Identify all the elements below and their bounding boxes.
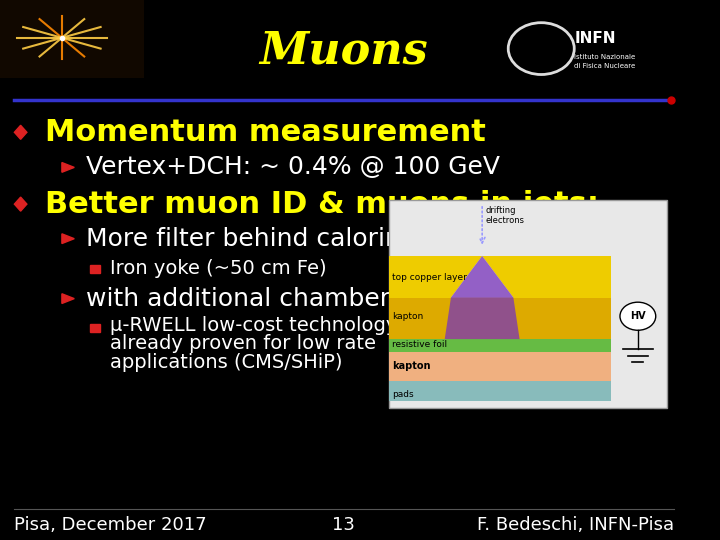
Polygon shape: [445, 256, 520, 339]
Text: already proven for low rate: already proven for low rate: [110, 334, 376, 354]
Text: Iron yoke (~50 cm Fe): Iron yoke (~50 cm Fe): [110, 259, 327, 279]
Text: pads: pads: [392, 390, 413, 399]
Bar: [389, 339, 611, 352]
Text: Better muon ID & muons in jets:: Better muon ID & muons in jets:: [45, 190, 599, 219]
Text: Muons: Muons: [259, 30, 428, 73]
Bar: [90, 324, 100, 332]
Text: top copper layer: top copper layer: [392, 273, 467, 282]
Text: F. Bedeschi, INFN-Pisa: F. Bedeschi, INFN-Pisa: [477, 516, 674, 534]
Text: Vertex+DCH: ~ 0.4% @ 100 GeV: Vertex+DCH: ~ 0.4% @ 100 GeV: [86, 156, 500, 179]
Bar: [0, 0, 145, 78]
Bar: [389, 352, 611, 381]
Bar: [90, 265, 100, 273]
Polygon shape: [62, 234, 74, 244]
Polygon shape: [451, 256, 513, 298]
Text: HV: HV: [630, 311, 646, 321]
Polygon shape: [14, 125, 27, 139]
Bar: [389, 298, 611, 339]
Text: Pisa, December 2017: Pisa, December 2017: [14, 516, 207, 534]
Text: μ-RWELL low-cost technology: μ-RWELL low-cost technology: [110, 315, 397, 335]
Text: kapton: kapton: [392, 361, 431, 371]
Text: More filter behind calorimeter: More filter behind calorimeter: [86, 227, 460, 251]
Circle shape: [620, 302, 656, 330]
Text: Momentum measurement: Momentum measurement: [45, 118, 485, 147]
Text: Istituto Nazionale: Istituto Nazionale: [575, 53, 636, 60]
Polygon shape: [62, 294, 74, 303]
Polygon shape: [62, 163, 74, 172]
Text: applications (CMS/SHiP): applications (CMS/SHiP): [110, 353, 343, 373]
Bar: [389, 381, 611, 401]
Text: with additional chambers: with additional chambers: [86, 287, 403, 310]
Bar: [389, 256, 611, 298]
Text: INFN: INFN: [575, 31, 616, 46]
Text: di Fisica Nucleare: di Fisica Nucleare: [575, 63, 636, 69]
Text: kapton: kapton: [392, 312, 423, 321]
Text: drifting
electrons: drifting electrons: [485, 206, 525, 225]
Bar: [389, 200, 667, 408]
Text: resistive foil: resistive foil: [392, 340, 447, 349]
Polygon shape: [14, 197, 27, 211]
Text: 13: 13: [333, 516, 355, 534]
